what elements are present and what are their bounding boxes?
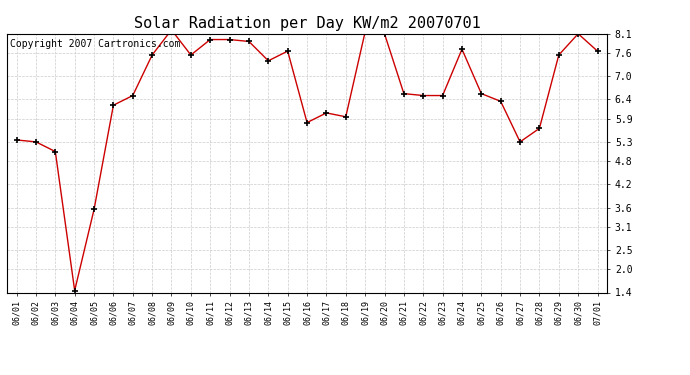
Text: Copyright 2007 Cartronics.com: Copyright 2007 Cartronics.com — [10, 39, 180, 49]
Title: Solar Radiation per Day KW/m2 20070701: Solar Radiation per Day KW/m2 20070701 — [134, 16, 480, 31]
